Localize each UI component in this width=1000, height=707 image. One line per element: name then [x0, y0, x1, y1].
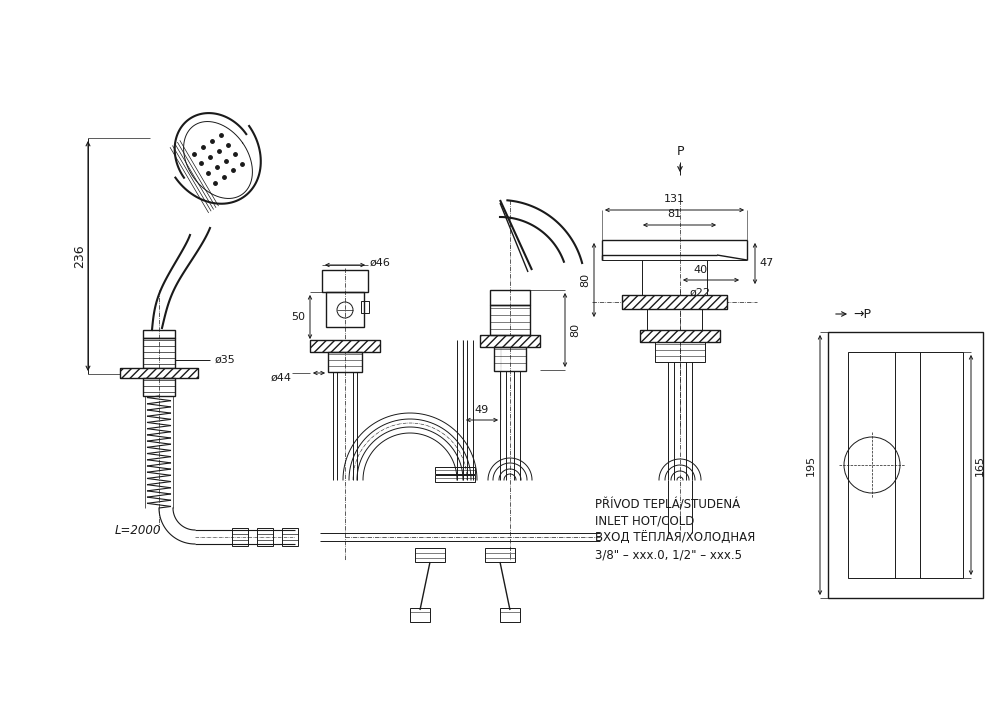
Bar — [415, 548, 445, 562]
Bar — [326, 292, 364, 327]
Bar — [622, 295, 727, 309]
Text: 47: 47 — [759, 258, 773, 268]
Bar — [410, 608, 430, 622]
Text: ВХОД ТЁПЛАЯ/ХОЛОДНАЯ: ВХОД ТЁПЛАЯ/ХОЛОДНАЯ — [595, 532, 755, 545]
Text: 195: 195 — [806, 455, 816, 476]
Text: INLET HOT/COLD: INLET HOT/COLD — [595, 515, 694, 528]
Text: ø44: ø44 — [271, 373, 292, 383]
Bar — [480, 335, 540, 347]
Text: 131: 131 — [664, 194, 685, 204]
Bar — [120, 368, 198, 378]
Bar — [120, 368, 198, 378]
Bar — [282, 528, 298, 546]
Bar — [500, 608, 520, 622]
Text: PŘÍVOD TEPLÁ/STUDENÁ: PŘÍVOD TEPLÁ/STUDENÁ — [595, 498, 740, 511]
Bar — [232, 528, 248, 546]
Bar — [640, 330, 720, 342]
Bar — [143, 378, 175, 396]
Text: 165: 165 — [975, 455, 985, 476]
Bar — [622, 295, 727, 309]
Text: 40: 40 — [693, 265, 707, 275]
Text: 3/8" – xxx.0, 1/2" – xxx.5: 3/8" – xxx.0, 1/2" – xxx.5 — [595, 549, 742, 562]
Bar — [257, 528, 273, 546]
Bar — [490, 305, 530, 335]
Bar — [361, 301, 369, 313]
Text: ø22: ø22 — [690, 288, 711, 298]
Text: 80: 80 — [580, 273, 590, 287]
Bar — [310, 340, 380, 352]
Bar — [480, 335, 540, 347]
Text: 49: 49 — [475, 405, 489, 415]
Bar — [143, 338, 175, 368]
Bar — [435, 475, 475, 482]
Bar — [640, 330, 720, 342]
Bar — [322, 270, 368, 292]
Bar — [328, 352, 362, 372]
Bar — [828, 332, 983, 598]
Text: L=2000: L=2000 — [115, 523, 161, 537]
Bar — [310, 340, 380, 352]
Text: →P: →P — [853, 308, 871, 320]
Text: 80: 80 — [570, 323, 580, 337]
Bar — [655, 342, 705, 362]
Bar — [435, 467, 475, 474]
Bar — [143, 330, 175, 338]
Text: 50: 50 — [291, 312, 305, 322]
Text: 236: 236 — [74, 244, 87, 268]
Bar — [494, 347, 526, 371]
Text: ø35: ø35 — [215, 355, 236, 365]
Bar — [490, 290, 530, 305]
Bar — [485, 548, 515, 562]
Text: P: P — [676, 145, 684, 158]
Text: 81: 81 — [667, 209, 682, 219]
Text: ø46: ø46 — [370, 258, 391, 268]
Bar — [848, 352, 963, 578]
